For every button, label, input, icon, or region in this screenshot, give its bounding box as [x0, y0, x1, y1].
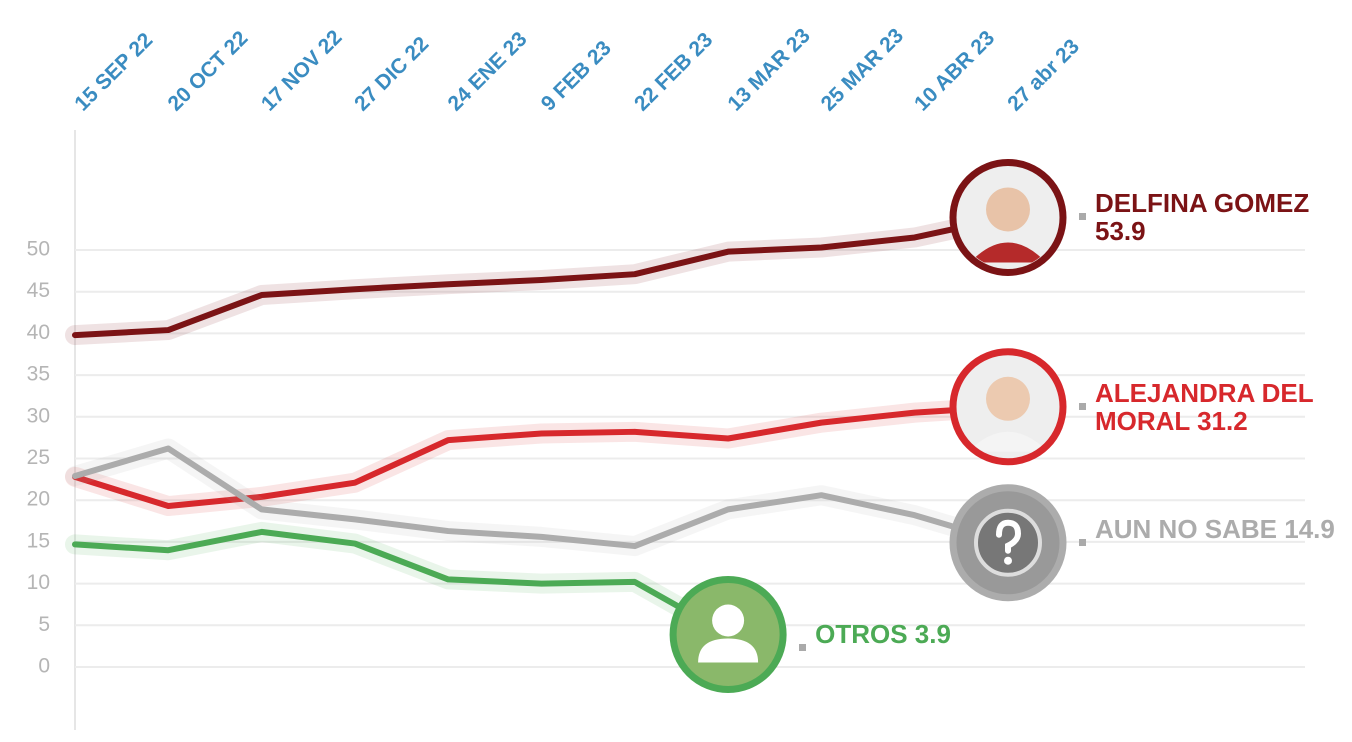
x-tick-label: 15 SEP 22 — [70, 29, 157, 116]
question-dot — [1004, 556, 1012, 565]
y-tick-label: 45 — [27, 279, 50, 302]
series-line — [72, 445, 1011, 550]
x-tick-label: 24 ENE 23 — [443, 27, 531, 115]
series-line — [72, 214, 1011, 339]
y-tick-label: 35 — [27, 363, 50, 386]
x-tick-label: 27 abr 23 — [1003, 35, 1084, 116]
avatar-art — [970, 187, 1046, 263]
x-tick-label: 22 FEB 23 — [630, 28, 717, 115]
x-tick-label: 20 OCT 22 — [164, 27, 253, 116]
y-tick-label: 5 — [38, 613, 50, 636]
y-tick-label: 40 — [27, 321, 50, 344]
y-tick-label: 30 — [27, 404, 50, 427]
x-tick-label: 10 ABR 23 — [910, 26, 999, 115]
person-body — [698, 638, 759, 663]
series-line — [72, 403, 1011, 510]
person-head — [712, 604, 745, 637]
avatar — [949, 348, 1067, 466]
photo-face — [986, 376, 1030, 421]
avatar-art — [698, 604, 759, 663]
photo-body — [968, 431, 1048, 452]
x-tick-label: 13 MAR 23 — [723, 24, 814, 115]
y-tick-label: 10 — [27, 571, 50, 594]
value-label: 53.9 — [1095, 216, 1146, 247]
line-halo — [65, 396, 1018, 517]
x-tick-label: 27 DIC 22 — [350, 32, 433, 115]
series-label: OTROS 3.9 — [799, 619, 1060, 652]
value-label: 14.9 — [1284, 513, 1335, 544]
series-label: ALEJANDRA DEL MORAL 31.2 — [1079, 377, 1340, 436]
photo-face — [986, 187, 1030, 232]
series-label: DELFINA GOMEZ 53.9 — [1079, 188, 1340, 247]
x-tick-label: 17 NOV 22 — [257, 26, 347, 116]
y-tick-label: 15 — [27, 529, 50, 552]
value-label: 31.2 — [1197, 405, 1248, 436]
avatar — [949, 158, 1067, 276]
y-tick-label: 0 — [38, 655, 50, 678]
avatar — [669, 575, 787, 693]
y-tick-label: 50 — [27, 238, 50, 261]
y-tick-label: 20 — [27, 488, 50, 511]
avatar — [949, 484, 1067, 602]
question-mark — [996, 519, 1022, 554]
x-tick-label: 9 FEB 23 — [537, 37, 616, 116]
avatar-art — [974, 508, 1042, 577]
line-halo — [65, 207, 1018, 346]
x-tick-label: 25 MAR 23 — [817, 24, 908, 115]
series-name: DELFINA GOMEZ — [1095, 188, 1310, 219]
series-name: ALEJANDRA DEL MORAL — [1095, 377, 1314, 436]
series-name: AUN NO SABE — [1095, 513, 1278, 544]
series-name: OTROS — [815, 619, 908, 650]
avatar-art — [968, 376, 1048, 452]
series-label: AUN NO SABE 14.9 — [1079, 513, 1340, 546]
photo-body — [970, 242, 1046, 263]
y-tick-label: 25 — [27, 446, 50, 469]
value-label: 3.9 — [914, 619, 951, 650]
series-line — [72, 528, 732, 638]
